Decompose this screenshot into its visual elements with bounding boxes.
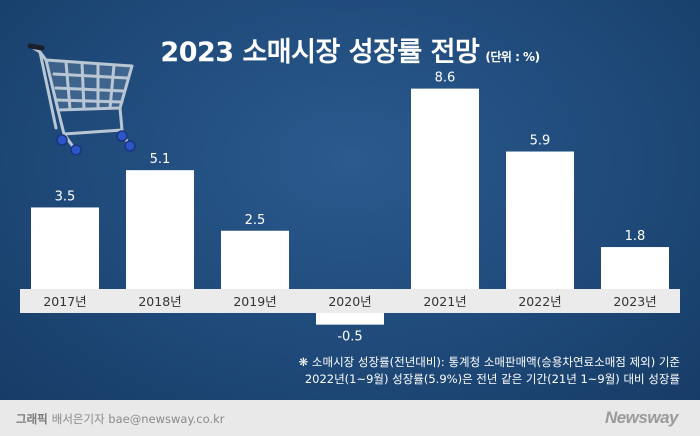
- brand-logo: Newsway: [604, 408, 679, 427]
- tick-label-2020년: 2020년: [328, 294, 371, 309]
- shopping-cart-icon: [27, 43, 136, 156]
- value-label-2023년: 1.8: [625, 229, 646, 244]
- tick-label-2023년: 2023년: [613, 294, 656, 309]
- value-label-2020년: -0.5: [337, 330, 362, 345]
- chart-panel: 2023 소매시장 성장률 전망 (단위 : %) 3.5 2017년 5.1 2018…: [0, 0, 700, 400]
- bar-2022년: [506, 151, 574, 289]
- credit: 그래픽 배서은기자 bae@newsway.co.kr: [16, 411, 224, 427]
- chart-title-text: 2023 소매시장 성장률 전망: [160, 37, 480, 68]
- bar-chart: 3.5 2017년 5.1 2018년 2.5 2019년 -0.5 2020년 8.6 2021…: [20, 71, 680, 345]
- value-label-2017년: 3.5: [55, 189, 76, 204]
- x-axis-band: [20, 289, 680, 313]
- tick-label-2021년: 2021년: [423, 294, 466, 309]
- footer-bar: 그래픽 배서은기자 bae@newsway.co.kr Newsway: [0, 400, 700, 436]
- tick-label-2019년: 2019년: [233, 294, 276, 309]
- tick-label-2022년: 2022년: [518, 294, 561, 309]
- tick-label-2018년: 2018년: [138, 294, 181, 309]
- value-label-2019년: 2.5: [245, 213, 266, 228]
- chart-title: 2023 소매시장 성장률 전망 (단위 : %): [0, 30, 700, 69]
- bar-2018년: [126, 170, 194, 289]
- tick-label-2017년: 2017년: [43, 294, 86, 309]
- bar-2021년: [411, 88, 479, 290]
- bar-2019년: [221, 230, 289, 289]
- bar-2017년: [31, 207, 99, 289]
- value-label-2018년: 5.1: [150, 152, 171, 167]
- bar-2020년: [316, 313, 384, 325]
- footnote-line-1: ❋ 소매시장 성장률(전년대비): 통계청 소매판매액(승용차연료소매점 제외)…: [298, 355, 680, 369]
- credit-label: 그래픽: [16, 412, 48, 426]
- credit-author: 배서은기자 bae@newsway.co.kr: [51, 412, 225, 426]
- footnote-line-2: 2022년(1~9월) 성장률(5.9%)은 전년 같은 기간(21년 1~9월…: [304, 372, 680, 386]
- unit-note: (단위 : %): [485, 50, 540, 64]
- value-label-2022년: 5.9: [530, 134, 551, 149]
- value-label-2021년: 8.6: [435, 71, 456, 86]
- footnote: ❋ 소매시장 성장률(전년대비): 통계청 소매판매액(승용차연료소매점 제외)…: [299, 354, 680, 388]
- bar-2023년: [601, 247, 669, 289]
